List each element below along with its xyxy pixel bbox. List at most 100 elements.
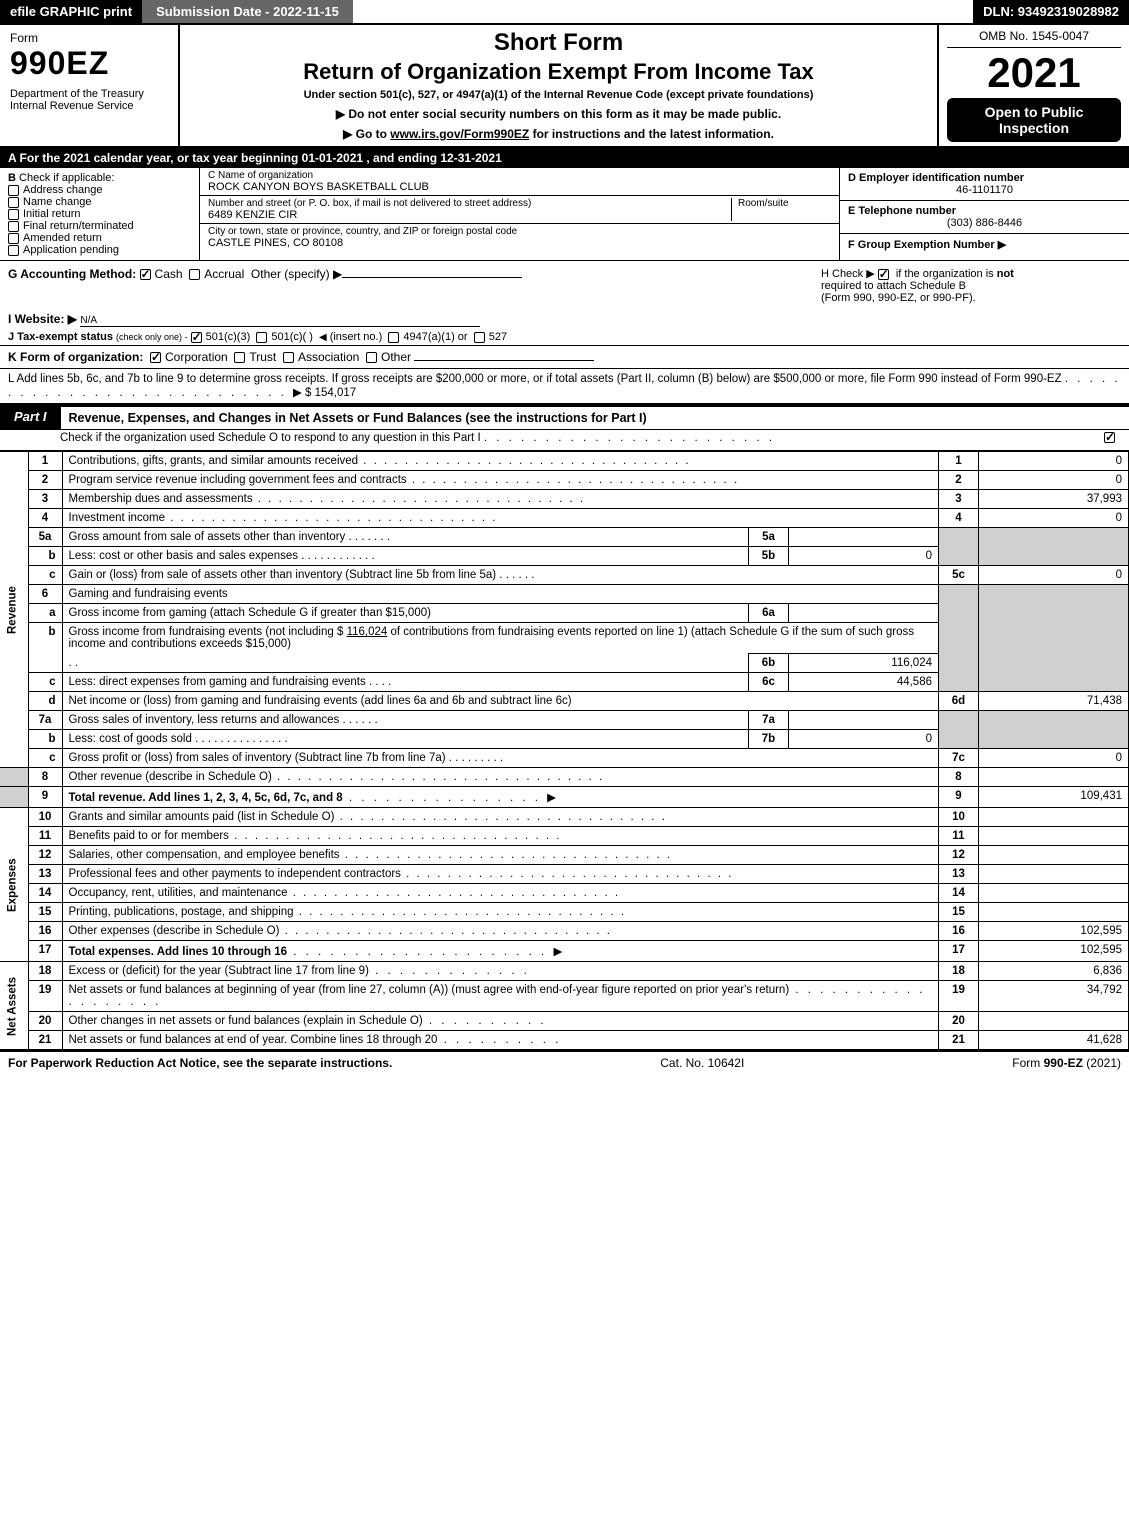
footer-right-b: 990-EZ	[1044, 1056, 1083, 1070]
l5b-desc: Less: cost or other basis and sales expe…	[69, 550, 299, 562]
l7ab-rval-gray	[979, 711, 1129, 749]
l10-rlab: 10	[939, 808, 979, 827]
l6b-amt: 116,024	[347, 626, 388, 638]
form-subtitle: Under section 501(c), 527, or 4947(a)(1)…	[190, 89, 927, 101]
instruction-1: ▶ Do not enter social security numbers o…	[190, 107, 927, 121]
l2-num: 2	[28, 471, 62, 490]
line-11: 11 Benefits paid to or for members 11	[0, 827, 1129, 846]
line-20: 20 Other changes in net assets or fund b…	[0, 1012, 1129, 1031]
l16-desc: Other expenses (describe in Schedule O)	[69, 925, 280, 937]
part1-check-row: Check if the organization used Schedule …	[0, 430, 1129, 451]
part1-schedule-o-check[interactable]	[1104, 432, 1115, 443]
l5b-num: b	[28, 547, 62, 566]
g-other-field[interactable]	[342, 277, 522, 278]
g-accrual-check[interactable]	[189, 269, 200, 280]
l7c-desc: Gross profit or (loss) from sales of inv…	[69, 752, 446, 764]
c-org-name: ROCK CANYON BOYS BASKETBALL CLUB	[208, 181, 831, 193]
efile-print-label[interactable]: efile GRAPHIC print	[0, 0, 142, 23]
l11-val	[979, 827, 1129, 846]
l7a-mlab: 7a	[749, 711, 789, 730]
l6c-desc: Less: direct expenses from gaming and fu…	[69, 676, 366, 688]
h-check[interactable]	[878, 269, 889, 280]
b-address-change: Address change	[23, 184, 103, 196]
l16-val: 102,595	[979, 922, 1129, 941]
l11-desc: Benefits paid to or for members	[69, 830, 229, 842]
b-item-initial-return[interactable]: Initial return	[8, 208, 191, 220]
l18-rlab: 18	[939, 962, 979, 981]
g-cash-check[interactable]	[140, 269, 151, 280]
l4-val: 0	[979, 509, 1129, 528]
k-corp: Corporation	[165, 350, 228, 364]
i-row: I Website: ▶ N/A	[0, 310, 1129, 329]
form-header: Form 990EZ Department of the Treasury In…	[0, 25, 1129, 148]
line-7c: c Gross profit or (loss) from sales of i…	[0, 749, 1129, 768]
j-501c-check[interactable]	[256, 332, 267, 343]
department-label: Department of the Treasury Internal Reve…	[10, 88, 168, 112]
k-other: Other	[381, 350, 411, 364]
line-4: 4 Investment income 4 0	[0, 509, 1129, 528]
l1-num: 1	[28, 452, 62, 471]
form-number: 990EZ	[10, 45, 168, 82]
side-blank-9	[0, 787, 28, 808]
d-label: D Employer identification number	[848, 172, 1121, 184]
k-other-check[interactable]	[366, 352, 377, 363]
l-amount: $ 154,017	[305, 387, 356, 399]
b-item-name-change[interactable]: Name change	[8, 196, 191, 208]
k-assoc-check[interactable]	[283, 352, 294, 363]
l13-val	[979, 865, 1129, 884]
j-501c3-check[interactable]	[191, 332, 202, 343]
line-17: 17 Total expenses. Add lines 10 through …	[0, 941, 1129, 962]
l6c-mlab: 6c	[749, 673, 789, 692]
j-527-check[interactable]	[474, 332, 485, 343]
j-501c: 501(c)( )	[271, 331, 313, 343]
submission-date: Submission Date - 2022-11-15	[142, 0, 353, 23]
b-name-change: Name change	[23, 196, 92, 208]
line-21: 21 Net assets or fund balances at end of…	[0, 1031, 1129, 1050]
k-corp-check[interactable]	[150, 352, 161, 363]
col-b: B Check if applicable: Address change Na…	[0, 168, 200, 260]
section-gh: G Accounting Method: Cash Accrual Other …	[0, 261, 1129, 310]
irs-link[interactable]: www.irs.gov/Form990EZ	[390, 127, 529, 141]
k-other-field[interactable]	[414, 360, 594, 361]
l15-val	[979, 903, 1129, 922]
line-3: 3 Membership dues and assessments 3 37,9…	[0, 490, 1129, 509]
l11-rlab: 11	[939, 827, 979, 846]
b-item-pending[interactable]: Application pending	[8, 244, 191, 256]
l6a-desc: Gross income from gaming (attach Schedul…	[62, 604, 749, 623]
g-label: G Accounting Method:	[8, 267, 136, 281]
k-trust-check[interactable]	[234, 352, 245, 363]
c-street: 6489 KENZIE CIR	[208, 209, 731, 221]
k-label: K Form of organization:	[8, 350, 143, 364]
l7a-mval	[789, 711, 939, 730]
e-label: E Telephone number	[848, 205, 1121, 217]
line-18: Net Assets 18 Excess or (deficit) for th…	[0, 962, 1129, 981]
c-city-label: City or town, state or province, country…	[208, 226, 831, 237]
l6d-num: d	[28, 692, 62, 711]
footer-left: For Paperwork Reduction Act Notice, see …	[8, 1056, 392, 1070]
c-street-row: Number and street (or P. O. box, if mail…	[200, 196, 839, 224]
l7c-val: 0	[979, 749, 1129, 768]
l-row: L Add lines 5b, 6c, and 7b to line 9 to …	[0, 369, 1129, 405]
l6d-val: 71,438	[979, 692, 1129, 711]
l6b-mlab: 6b	[749, 654, 789, 673]
l5c-rlab: 5c	[939, 566, 979, 585]
l13-rlab: 13	[939, 865, 979, 884]
l5b-mlab: 5b	[749, 547, 789, 566]
j-527: 527	[489, 331, 507, 343]
b-item-final-return[interactable]: Final return/terminated	[8, 220, 191, 232]
l1-rlab: 1	[939, 452, 979, 471]
l7a-desc: Gross sales of inventory, less returns a…	[69, 714, 340, 726]
l18-num: 18	[28, 962, 62, 981]
l6c-mval: 44,586	[789, 673, 939, 692]
form-title: Return of Organization Exempt From Incom…	[190, 59, 927, 85]
g-other: Other (specify) ▶	[251, 267, 342, 281]
l17-desc: Total expenses. Add lines 10 through 16	[69, 946, 288, 958]
l14-num: 14	[28, 884, 62, 903]
l6b-num: b	[28, 623, 62, 673]
line-12: 12 Salaries, other compensation, and emp…	[0, 846, 1129, 865]
j-4947-check[interactable]	[388, 332, 399, 343]
l2-val: 0	[979, 471, 1129, 490]
l1-val: 0	[979, 452, 1129, 471]
b-item-amended[interactable]: Amended return	[8, 232, 191, 244]
b-item-address-change[interactable]: Address change	[8, 184, 191, 196]
